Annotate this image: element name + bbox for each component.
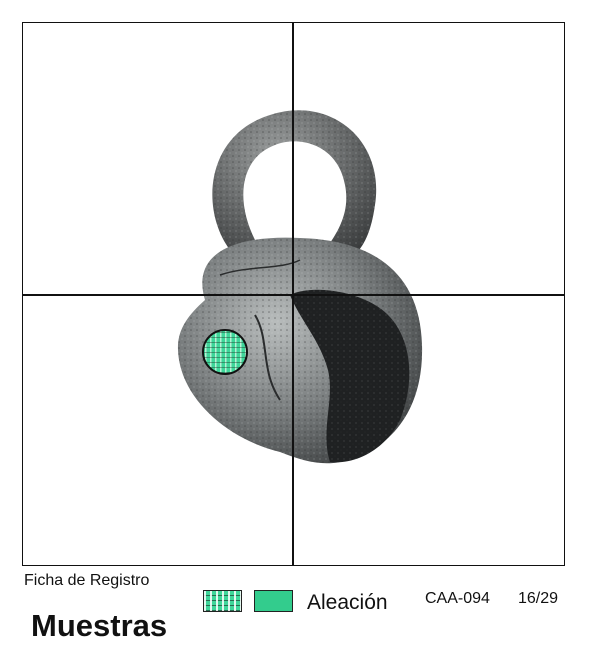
- record-code: CAA-094: [425, 590, 490, 607]
- page-title: Muestras: [31, 608, 168, 643]
- crosshair-horizontal: [22, 294, 565, 296]
- artifact-photo: [177, 110, 423, 464]
- legend-swatch-solid: [254, 590, 293, 612]
- legend-swatch-pattern: [203, 590, 242, 612]
- legend-label: Aleación: [307, 591, 388, 614]
- record-caption: Ficha de Registro: [24, 572, 150, 589]
- sample-circle: [202, 329, 248, 375]
- page-number: 16/29: [518, 590, 559, 607]
